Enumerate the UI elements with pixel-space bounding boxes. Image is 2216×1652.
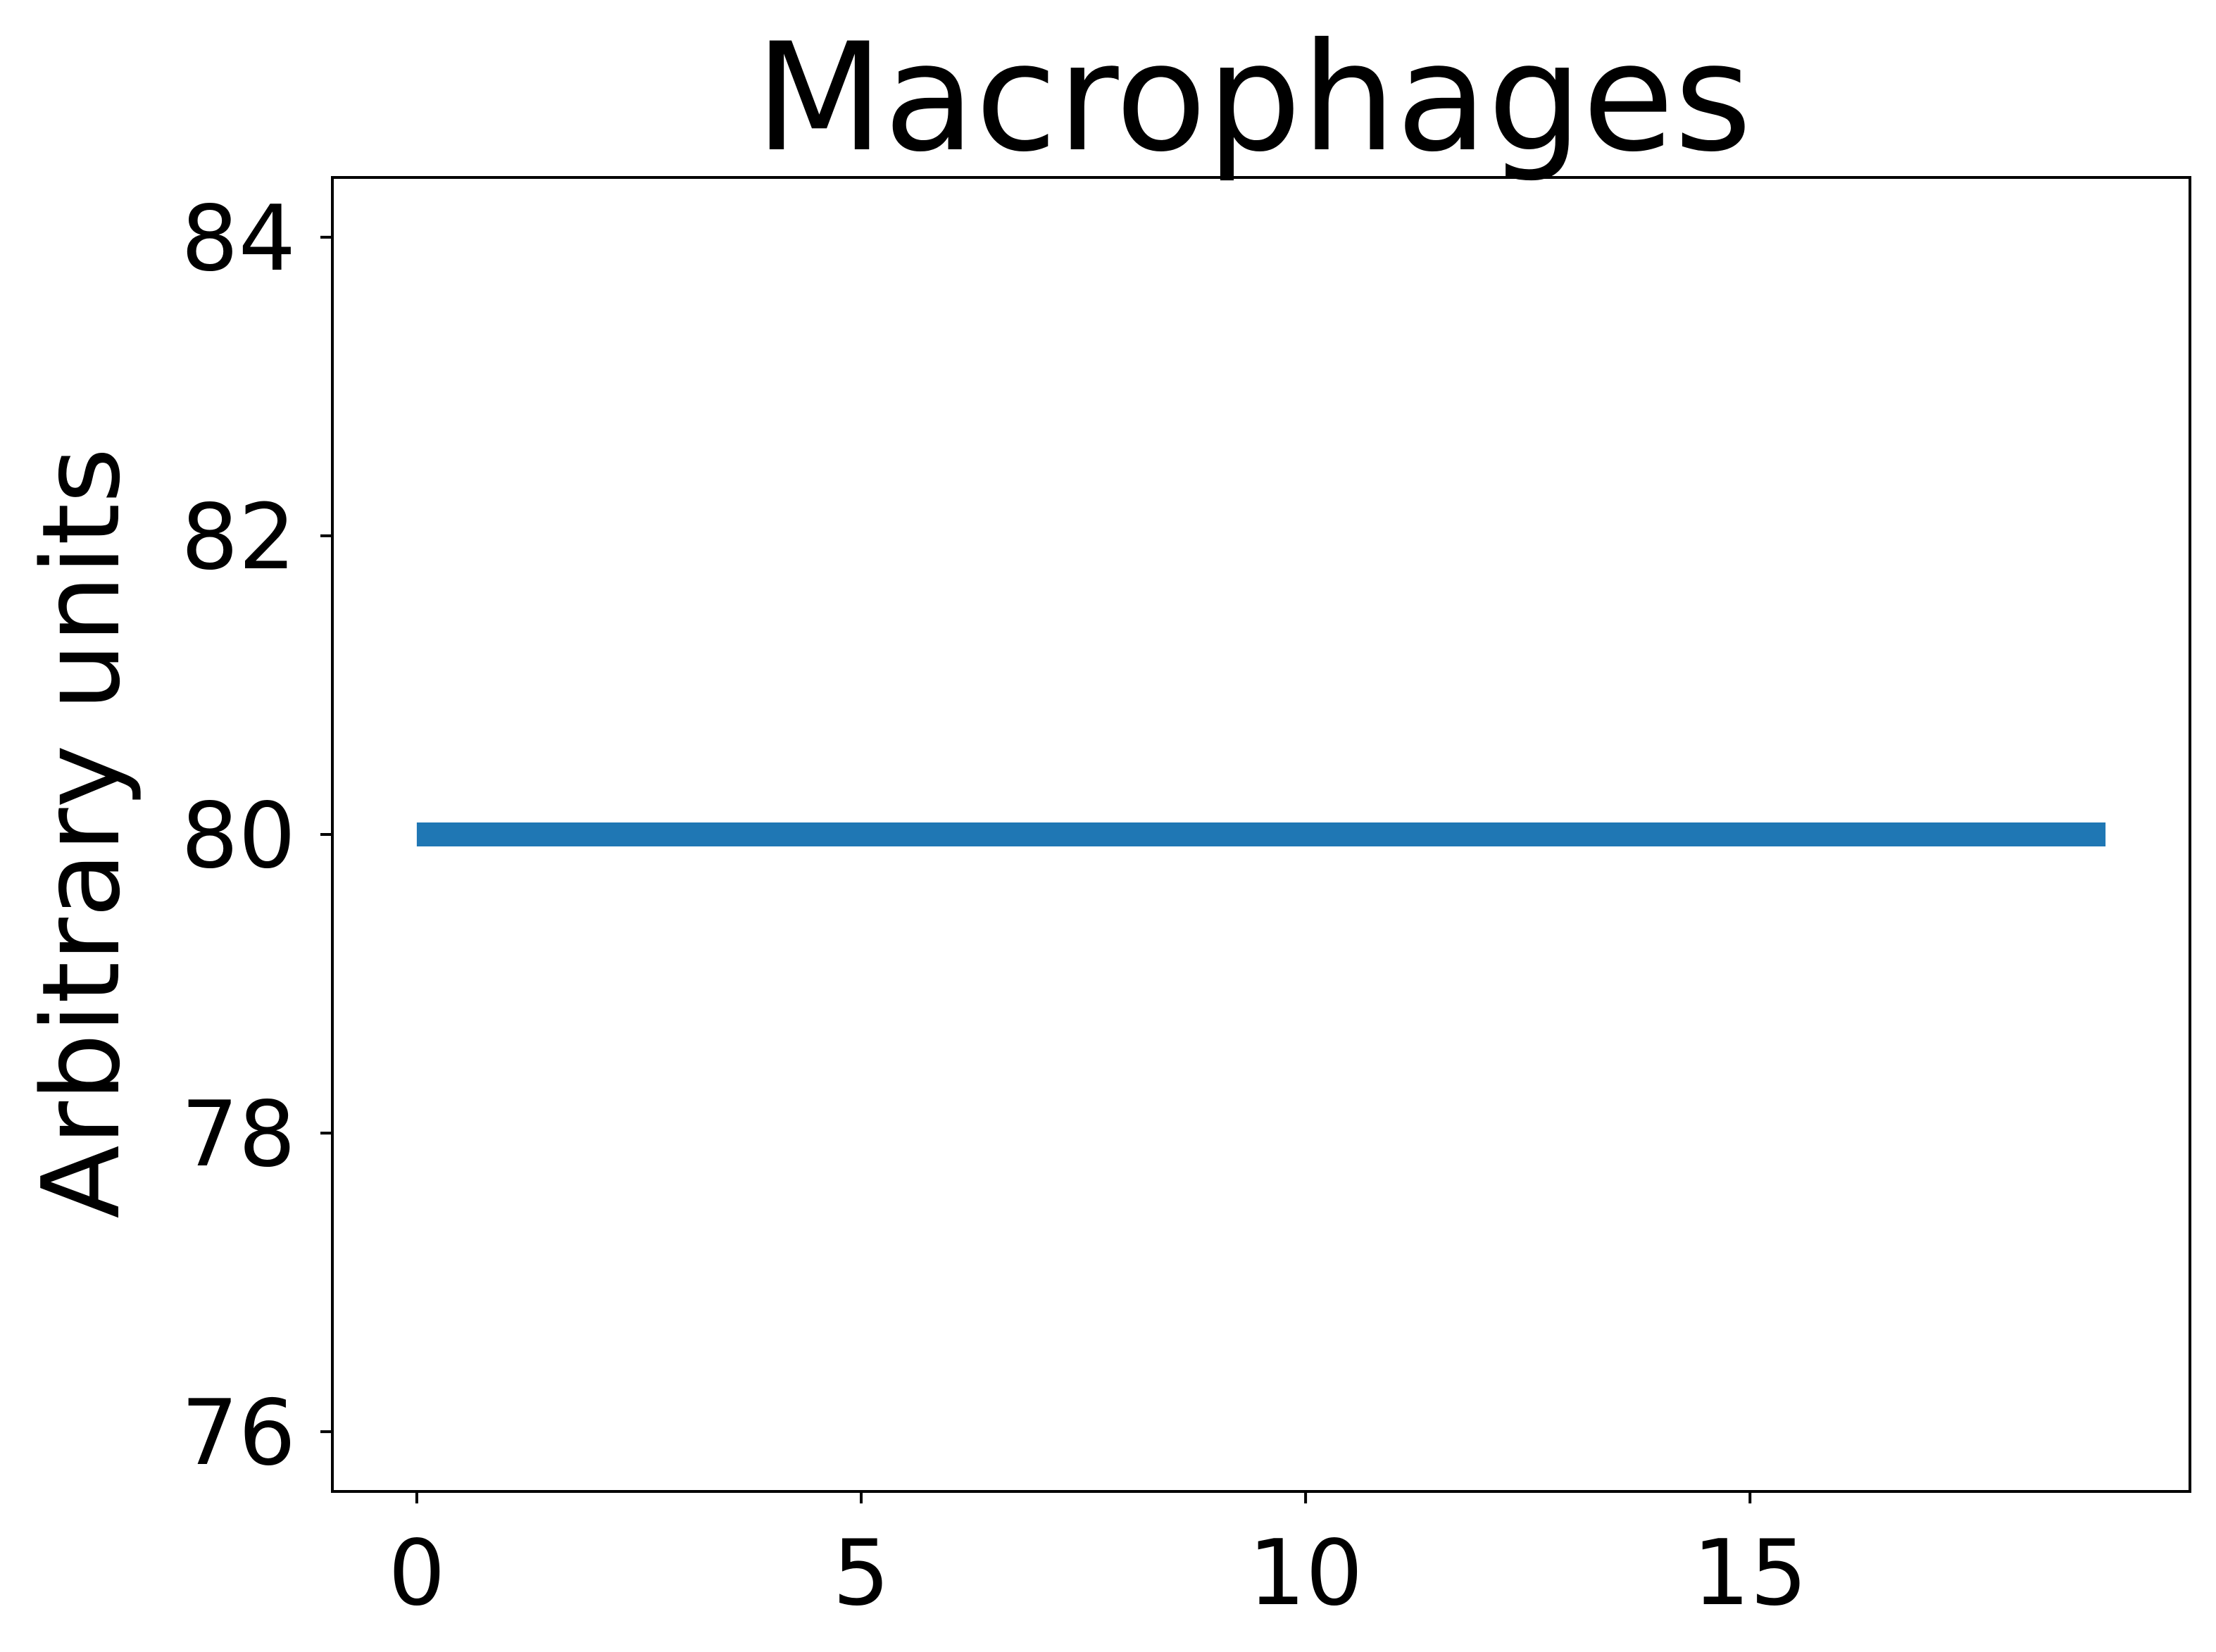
x-tick-label-15: 15 <box>1693 1521 1808 1626</box>
x-tick-label-0: 0 <box>388 1521 445 1626</box>
y-axis: 76 78 80 82 84 <box>181 187 332 1486</box>
y-tick-label-78: 78 <box>181 1082 296 1187</box>
plot-frame <box>331 176 2191 1493</box>
y-tick-label-84: 84 <box>181 187 296 292</box>
y-tick-label-80: 80 <box>181 784 296 889</box>
y-tick-label-76: 76 <box>181 1381 296 1486</box>
x-tick-label-5: 5 <box>832 1521 889 1626</box>
y-tick-label-82: 82 <box>181 485 296 590</box>
x-tick-label-10: 10 <box>1248 1521 1363 1626</box>
x-axis: 0 5 10 15 <box>388 1491 1808 1626</box>
chart-title: Macrophages <box>755 11 1752 184</box>
y-axis-label: Arbitrary units <box>19 448 144 1219</box>
